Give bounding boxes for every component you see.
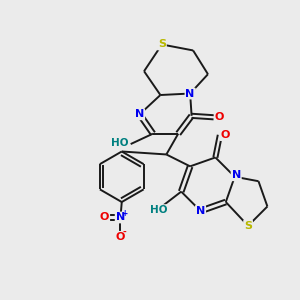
Text: O: O	[116, 232, 125, 242]
Text: N: N	[185, 88, 195, 98]
Text: +: +	[121, 209, 127, 218]
Text: N: N	[135, 109, 144, 119]
Text: N: N	[196, 206, 205, 216]
Text: S: S	[158, 40, 166, 50]
Text: N: N	[116, 212, 125, 223]
Text: HO: HO	[150, 205, 168, 215]
Text: O: O	[214, 112, 224, 122]
Text: S: S	[244, 221, 252, 231]
Text: -: -	[123, 228, 126, 237]
Text: HO: HO	[111, 138, 128, 148]
Text: O: O	[100, 212, 109, 223]
Text: O: O	[220, 130, 230, 140]
Text: N: N	[232, 170, 241, 180]
